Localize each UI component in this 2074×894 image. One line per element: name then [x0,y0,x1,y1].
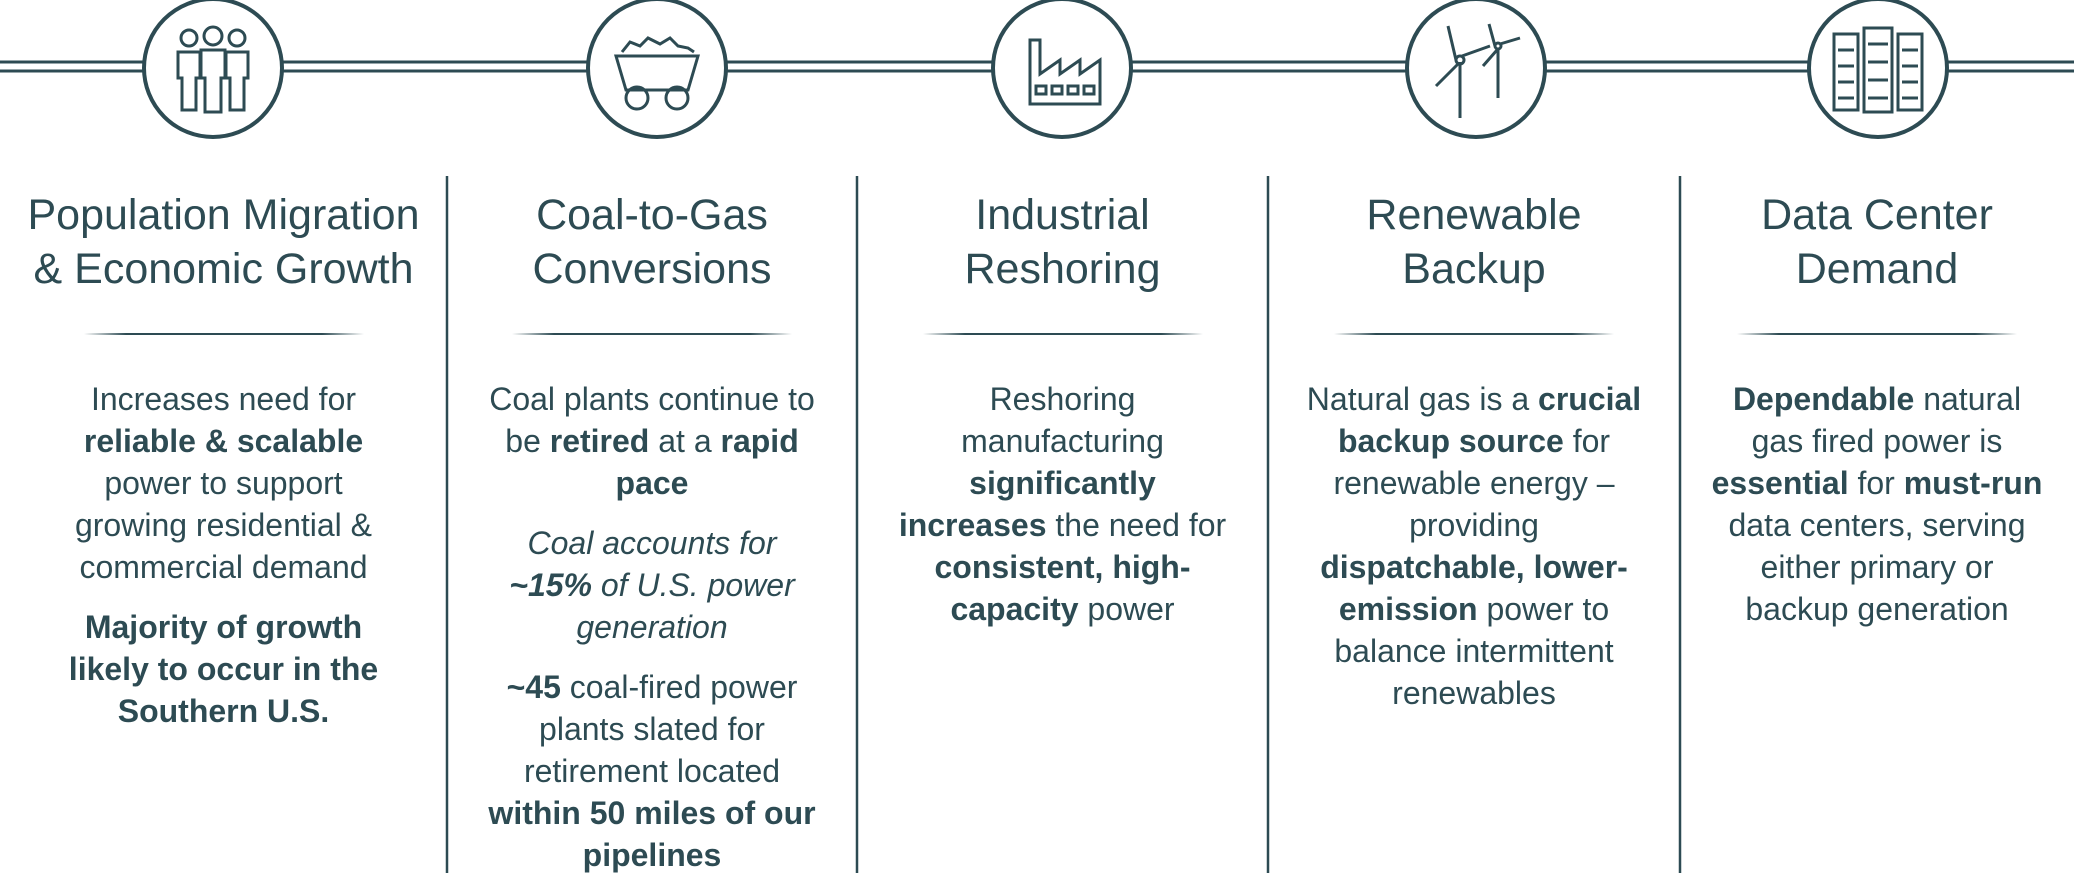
separator [83,333,364,335]
text-run: at a [649,423,721,459]
text-run: of U.S. power generation [576,567,795,645]
title-line: Industrial [975,191,1150,239]
title-line: Population Migration [27,191,420,239]
text-run: natural gas fired power is [1751,381,2022,459]
paragraph: Natural gas is a crucial backup source f… [1304,378,1644,714]
text-run: within 50 miles of our pipelines [488,795,816,873]
title-line: Renewable [1366,191,1582,239]
column-body: Dependable natural gas fired power is es… [1707,378,2047,648]
icon-wind-turbines [1405,0,1547,139]
paragraph: ~45 coal-fired power plants slated for r… [482,666,822,876]
text-run: coal-fired power plants slated for retir… [523,669,798,789]
title-line: Coal-to-Gas [536,191,768,239]
text-run: retired [549,423,650,459]
icon-people [142,0,284,139]
separator [922,333,1203,335]
title-line: Reshoring [964,245,1161,293]
paragraph: Coal accounts for ~15% of U.S. power gen… [482,522,822,648]
text-run: dispatchable, lower-emission [1320,549,1628,627]
text-run: ~45 [506,669,561,705]
text-run: for [1848,465,1904,501]
icon-coal-cart [586,0,728,139]
text-run: power to support growing residential & c… [74,465,373,585]
column-title: Data Center Demand [1680,188,2074,296]
text-run: Reshoring manufacturing [961,381,1164,459]
paragraph: Coal plants continue to be retired at a … [482,378,822,504]
icon-servers [1807,0,1949,139]
title-line: Demand [1795,245,1959,293]
text-run: Coal accounts for [527,525,777,561]
column-body: Coal plants continue to be retired at a … [482,378,822,894]
column: Renewable Backup Natural gas is a crucial … [1268,0,1680,877]
text-run: the need for [1046,507,1227,543]
text-run: rapid pace [615,423,799,501]
title-line: Backup [1402,245,1546,293]
text-run: reliable & scalable [83,423,364,459]
text-run: consistent, high-capacity [934,549,1191,627]
text-run: Dependable [1732,381,1915,417]
separator [1334,333,1614,335]
separator [512,333,792,335]
text-run: Majority of growth likely to occur in th… [68,609,379,729]
column-title: Population Migration & Economic Growth [0,188,447,296]
separator [1737,333,2017,335]
text-run: Natural gas is a [1306,381,1539,417]
column: Coal-to-Gas Conversions Coal plants contin… [447,0,857,877]
paragraph: Increases need for reliable & scalable p… [54,378,394,588]
column: Data Center Demand Dependable natural gas … [1680,0,2074,877]
text-run: Increases need for [90,381,357,417]
text-run: Coal plants continue to be [489,381,815,459]
column-title: Renewable Backup [1268,188,1680,296]
text-run: must-run [1903,465,2043,501]
text-run: ~15% [509,567,592,603]
title-line: & Economic Growth [33,245,414,293]
text-run: for renewable energy – providing [1333,423,1615,543]
icon-factory [991,0,1133,139]
column-body: Increases need for reliable & scalable p… [54,378,394,750]
paragraph: Reshoring manufacturing significantly in… [893,378,1233,630]
text-run: significantly increases [898,465,1156,543]
text-run: power [1078,591,1175,627]
title-line: Data Center [1761,191,1993,239]
column-body: Natural gas is a crucial backup source f… [1304,378,1644,732]
column-body: Reshoring manufacturing significantly in… [893,378,1233,648]
text-run: crucial backup source [1337,381,1642,459]
column-title: Coal-to-Gas Conversions [447,188,857,296]
text-run: essential [1711,465,1849,501]
paragraph: Majority of growth likely to occur in th… [54,606,394,732]
column: Industrial Reshoring Reshoring manufacturi… [857,0,1268,877]
column-title: Industrial Reshoring [857,188,1268,296]
text-run: data centers, serving either primary or … [1728,507,2026,627]
paragraph: Dependable natural gas fired power is es… [1707,378,2047,630]
text-run: power to balance intermittent renewables [1334,591,1614,711]
title-line: Conversions [532,245,772,293]
column: Population Migration & Economic Growth Inc… [0,0,447,877]
